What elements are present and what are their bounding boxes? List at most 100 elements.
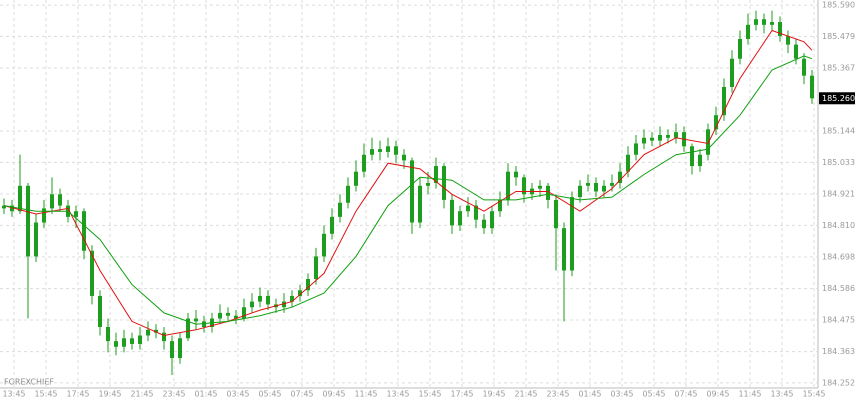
candle-body (738, 38, 742, 59)
candle-body (74, 211, 78, 217)
candle-body (138, 335, 142, 344)
y-tick-label: 185.479 (822, 32, 855, 41)
candle-body (42, 208, 46, 223)
y-tick-label: 184.475 (822, 315, 855, 324)
candle-body (114, 341, 118, 347)
candle-body (266, 295, 270, 305)
candle-body (146, 329, 150, 336)
candle-body (18, 185, 22, 212)
candle-body (26, 185, 30, 257)
x-tick-label: 05:45 (642, 390, 665, 399)
x-tick-label: 13:45 (770, 390, 793, 399)
candle-body (282, 301, 286, 308)
x-tick-label: 13:45 (386, 390, 409, 399)
candle-body (234, 315, 238, 319)
candle-body (794, 44, 798, 59)
x-tick-label: 01:45 (194, 390, 217, 399)
candle-body (490, 211, 494, 229)
candle-body (730, 58, 734, 87)
y-tick-label: 184.810 (822, 221, 855, 230)
candle-body (554, 199, 558, 229)
candle-body (202, 321, 206, 328)
x-tick-label: 05:45 (258, 390, 281, 399)
candle-body (386, 146, 390, 152)
candle-body (666, 134, 670, 138)
candle-body (218, 312, 222, 319)
candle-body (106, 327, 110, 342)
candle-body (474, 205, 478, 220)
candle-body (610, 182, 614, 186)
candle-body (466, 205, 470, 212)
candle-body (690, 146, 694, 167)
candle-body (746, 24, 750, 39)
candle-body (362, 154, 366, 172)
x-tick-label: 17:45 (66, 390, 89, 399)
candle-body (378, 149, 382, 152)
candle-body (754, 19, 758, 25)
candle-body (546, 185, 550, 200)
candle-body (770, 22, 774, 25)
candle-body (298, 290, 302, 296)
candle-body (290, 295, 294, 302)
x-tick-label: 15:45 (34, 390, 57, 399)
candle-body (162, 332, 166, 342)
candle-body (578, 185, 582, 198)
candle-body (314, 256, 318, 279)
candle-body (170, 341, 174, 359)
y-tick-label: 184.586 (822, 284, 855, 293)
candle-body (538, 185, 542, 189)
candle-body (122, 338, 126, 347)
x-tick-label: 03:45 (610, 390, 633, 399)
candle-body (394, 146, 398, 155)
watermark: FOREXCHIEF (4, 378, 54, 387)
x-tick-label: 03:45 (226, 390, 249, 399)
x-tick-label: 15:45 (802, 390, 825, 399)
candle-body (426, 182, 430, 186)
candle-body (450, 199, 454, 226)
x-tick-label: 15:45 (418, 390, 441, 399)
candle-body (306, 278, 310, 291)
candle-body (586, 182, 590, 186)
candle-body (650, 137, 654, 141)
y-tick-label: 185.144 (822, 127, 855, 136)
candle-body (346, 185, 350, 203)
candle-body (330, 216, 334, 234)
candle-body (570, 197, 574, 271)
candle-body (722, 86, 726, 116)
x-tick-label: 11:45 (738, 390, 761, 399)
candle-body (514, 171, 518, 178)
candle-body (402, 154, 406, 161)
candle-body (370, 149, 374, 155)
x-tick-label: 21:45 (130, 390, 153, 399)
candle-body (50, 194, 54, 209)
candle-body (778, 22, 782, 37)
last-price-label: 185.260 (822, 94, 855, 103)
candle-body (226, 312, 230, 316)
candle-body (442, 166, 446, 200)
candle-body (90, 250, 94, 296)
candle-body (482, 219, 486, 229)
candle-body (594, 182, 598, 192)
candle-body (58, 194, 62, 206)
x-tick-label: 21:45 (514, 390, 537, 399)
candle-body (258, 295, 262, 302)
candle-body (34, 222, 38, 257)
y-tick-label: 185.367 (822, 64, 855, 73)
x-tick-label: 01:45 (578, 390, 601, 399)
candle-body (154, 329, 158, 333)
candle-body (410, 160, 414, 223)
candle-body (498, 199, 502, 212)
candle-body (250, 301, 254, 308)
y-tick-label: 184.363 (822, 347, 855, 356)
candle-body (642, 137, 646, 144)
x-tick-label: 09:45 (322, 390, 345, 399)
moving-average-line (3, 29, 813, 337)
candle-body (130, 338, 134, 344)
x-tick-label: 11:45 (354, 390, 377, 399)
candle-body (322, 233, 326, 257)
x-tick-label: 23:45 (162, 390, 185, 399)
candle-body (562, 228, 566, 271)
candle-body (186, 318, 190, 339)
